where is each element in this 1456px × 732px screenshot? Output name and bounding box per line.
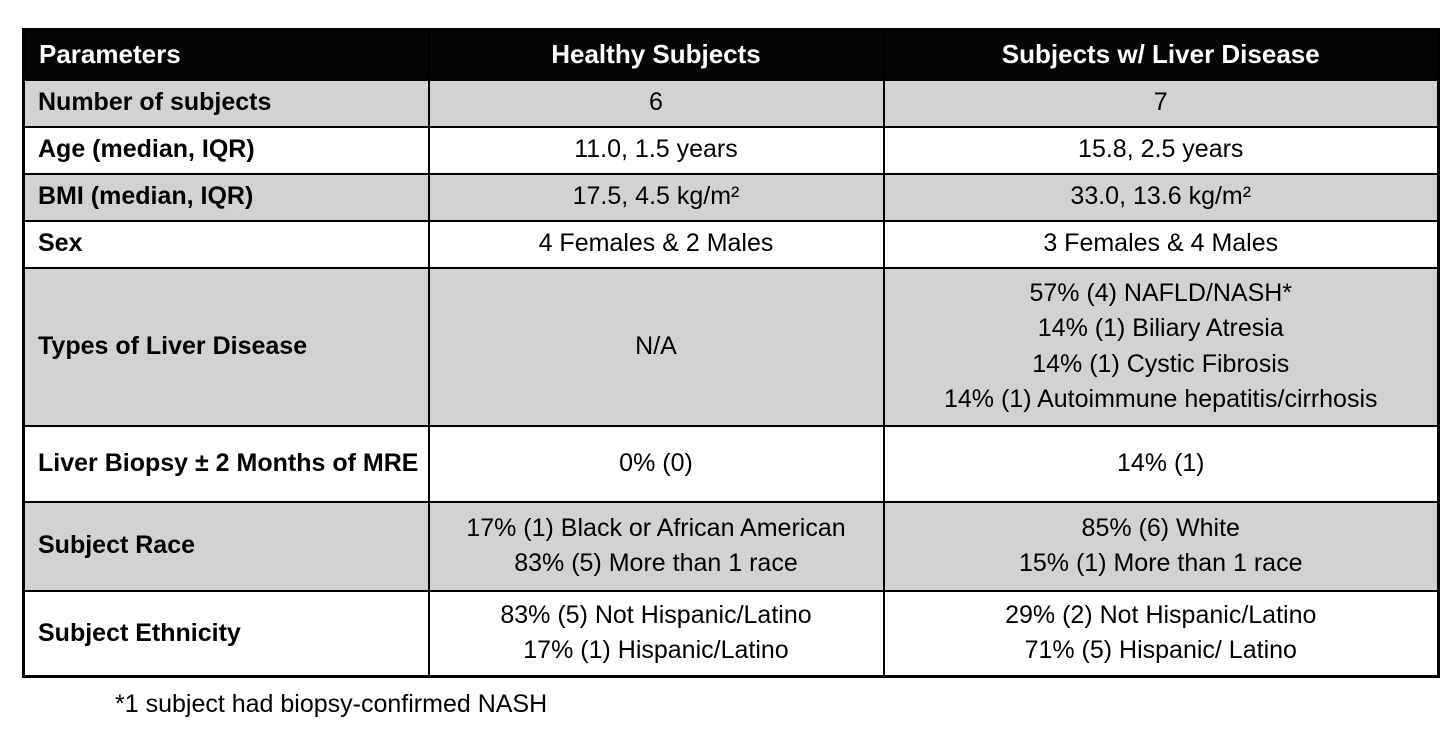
disease-value-cell: 14% (1)	[882, 424, 1440, 503]
healthy-value-cell: 11.0, 1.5 years	[427, 125, 885, 175]
healthy-value-cell: 6	[427, 78, 885, 128]
disease-value-cell: 15.8, 2.5 years	[882, 125, 1440, 175]
param-cell: Age (median, IQR)	[22, 125, 430, 175]
healthy-value-cell: 4 Females & 2 Males	[427, 219, 885, 269]
param-cell: Number of subjects	[22, 78, 430, 128]
healthy-value-cell: 17.5, 4.5 kg/m²	[427, 172, 885, 222]
param-cell: Sex	[22, 219, 430, 269]
disease-value-cell: 3 Females & 4 Males	[882, 219, 1440, 269]
table-row-age: Age (median, IQR) 11.0, 1.5 years 15.8, …	[22, 125, 1440, 175]
healthy-value-cell: 17% (1) Black or African American 83% (5…	[427, 500, 885, 592]
disease-value-cell: 57% (4) NAFLD/NASH* 14% (1) Biliary Atre…	[882, 266, 1440, 427]
table-row-subject-race: Subject Race 17% (1) Black or African Am…	[22, 500, 1440, 592]
healthy-value-cell: 83% (5) Not Hispanic/Latino 17% (1) Hisp…	[427, 589, 885, 678]
param-cell: BMI (median, IQR)	[22, 172, 430, 222]
table-row-sex: Sex 4 Females & 2 Males 3 Females & 4 Ma…	[22, 219, 1440, 269]
header-cell-healthy-subjects: Healthy Subjects	[427, 28, 885, 81]
disease-value-cell: 7	[882, 78, 1440, 128]
table-row-liver-disease-types: Types of Liver Disease N/A 57% (4) NAFLD…	[22, 266, 1440, 427]
param-cell: Types of Liver Disease	[22, 266, 430, 427]
disease-value-cell: 29% (2) Not Hispanic/Latino 71% (5) Hisp…	[882, 589, 1440, 678]
disease-value-cell: 33.0, 13.6 kg/m²	[882, 172, 1440, 222]
table-row-subject-ethnicity: Subject Ethnicity 83% (5) Not Hispanic/L…	[22, 589, 1440, 678]
disease-value-cell: 85% (6) White 15% (1) More than 1 race	[882, 500, 1440, 592]
param-cell: Subject Race	[22, 500, 430, 592]
table-row-number-of-subjects: Number of subjects 6 7	[22, 78, 1440, 128]
table-row-bmi: BMI (median, IQR) 17.5, 4.5 kg/m² 33.0, …	[22, 172, 1440, 222]
subject-demographics-table: Parameters Healthy Subjects Subjects w/ …	[22, 28, 1440, 678]
header-row: Parameters Healthy Subjects Subjects w/ …	[22, 28, 1440, 81]
healthy-value-cell: 0% (0)	[427, 424, 885, 503]
header-cell-liver-disease-subjects: Subjects w/ Liver Disease	[882, 28, 1440, 81]
param-cell: Subject Ethnicity	[22, 589, 430, 678]
param-cell: Liver Biopsy ± 2 Months of MRE	[22, 424, 430, 503]
healthy-value-cell: N/A	[427, 266, 885, 427]
table-footnote: *1 subject had biopsy-confirmed NASH	[115, 690, 548, 718]
table-row-liver-biopsy: Liver Biopsy ± 2 Months of MRE 0% (0) 14…	[22, 424, 1440, 503]
header-cell-parameters: Parameters	[22, 28, 430, 81]
